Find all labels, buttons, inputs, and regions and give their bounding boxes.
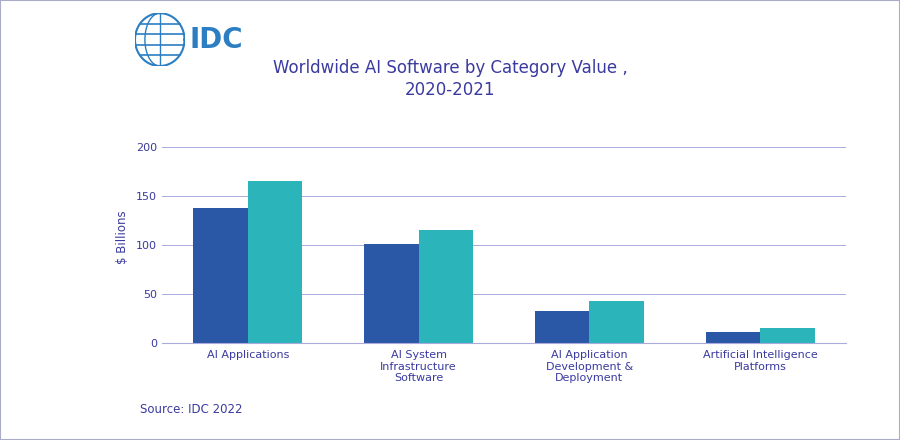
Bar — [194, 208, 248, 343]
Bar — [590, 301, 644, 343]
Bar — [760, 329, 814, 343]
Y-axis label: $ Billions: $ Billions — [116, 211, 129, 264]
Text: 2020-2021: 2020-2021 — [405, 81, 495, 99]
Text: Source: IDC 2022: Source: IDC 2022 — [140, 403, 242, 416]
Text: Worldwide AI Software by Category Value ,: Worldwide AI Software by Category Value … — [273, 59, 627, 77]
Bar — [418, 230, 473, 343]
Bar — [706, 332, 760, 343]
Text: IDC: IDC — [189, 26, 243, 54]
Bar — [364, 244, 418, 343]
Bar — [248, 181, 302, 343]
Bar — [535, 311, 590, 343]
